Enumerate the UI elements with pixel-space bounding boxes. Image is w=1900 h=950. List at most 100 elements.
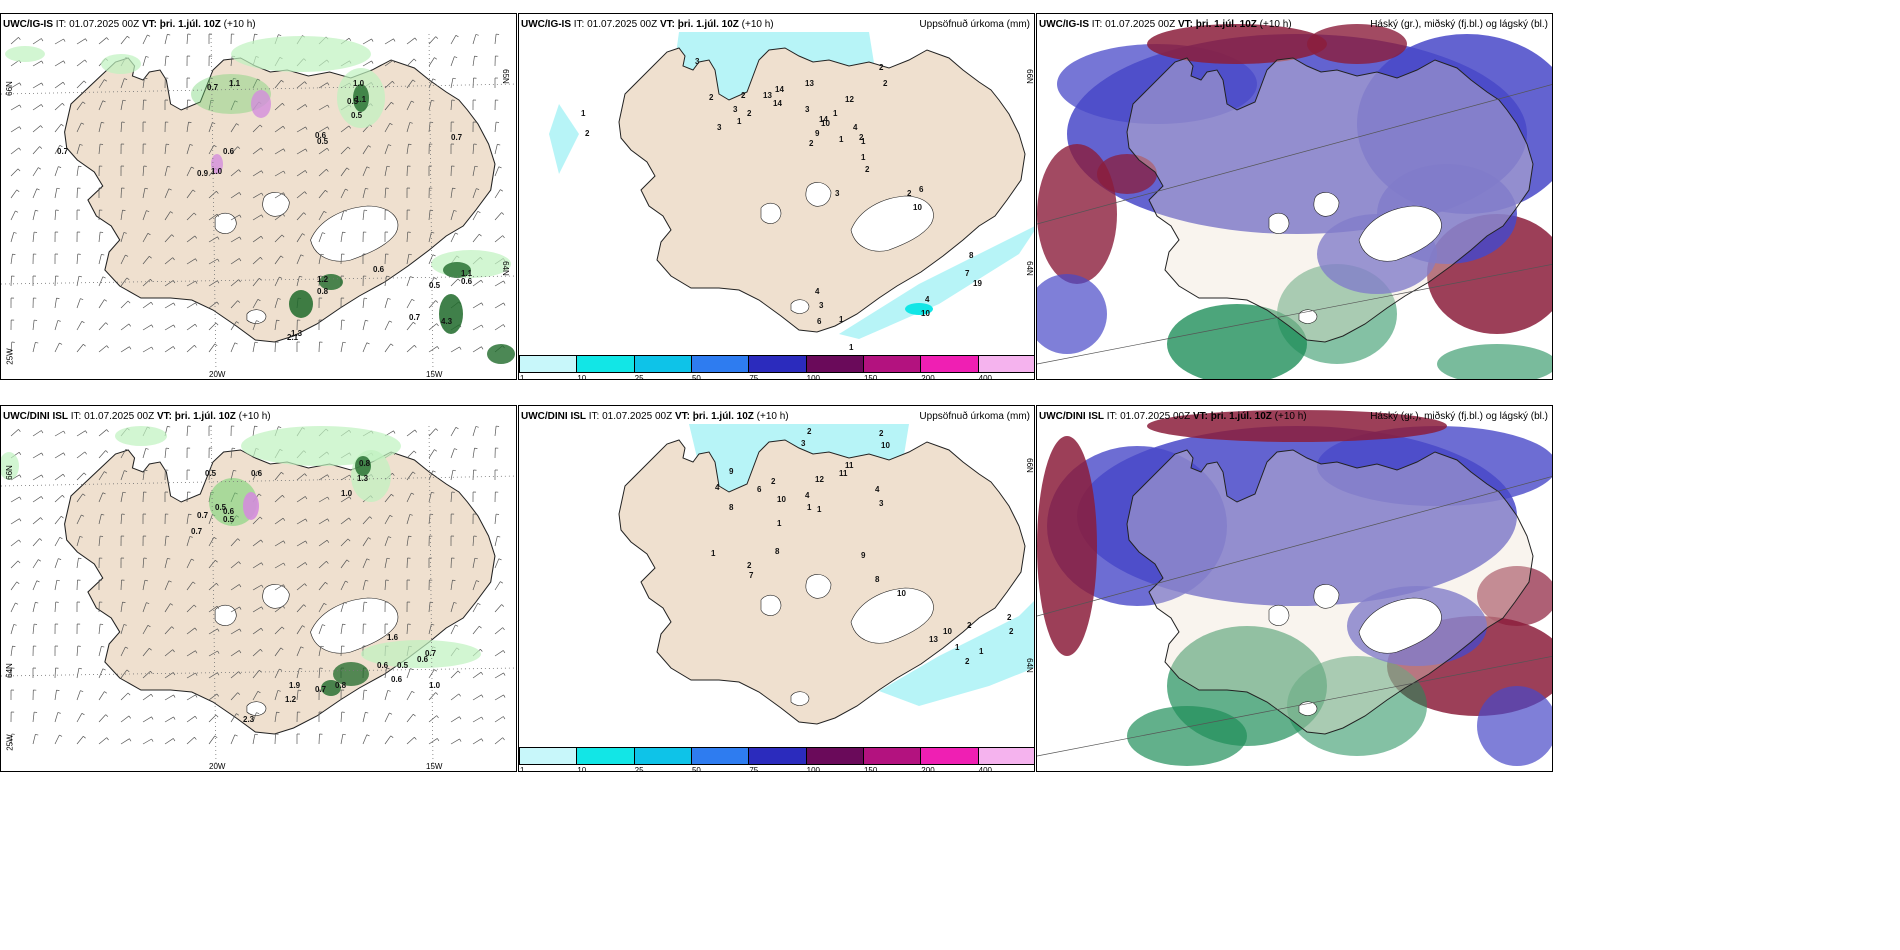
value-label: 6 (817, 317, 822, 326)
cloud-area (1147, 24, 1327, 64)
lat-label: 66N (4, 81, 14, 96)
legend-swatch: 100 (806, 748, 864, 771)
legend-swatch: 75 (749, 748, 807, 771)
legend-label: 75 (749, 374, 759, 380)
precip-area (289, 290, 313, 318)
value-label: 2 (747, 561, 752, 570)
value-label: 0.5 (205, 469, 217, 478)
legend-label: 1 (520, 374, 525, 380)
value-label: 0.5 (347, 97, 359, 106)
precip-field (5, 36, 515, 364)
value-label: 14 (773, 99, 782, 108)
value-label: 1.9 (289, 681, 301, 690)
value-label: 0.7 (207, 83, 219, 92)
legend-label: 10 (577, 766, 587, 772)
value-label: 1.6 (387, 633, 399, 642)
value-label: 8 (775, 547, 780, 556)
panel-field-title: Háský (gr.), miðský (fj.bl.) og lágský (… (1370, 19, 1548, 30)
cloud-area (1037, 436, 1097, 656)
legend-swatch: 1 (520, 748, 578, 771)
value-label: 7 (749, 571, 754, 580)
cloud-field (1037, 410, 1552, 766)
value-label: 0.6 (251, 469, 263, 478)
legend-swatch: 400 (978, 748, 1034, 771)
glacier (850, 195, 934, 252)
lon-label: 15W (426, 370, 443, 379)
legend-label: 50 (691, 766, 701, 772)
legend-swatch: 1 (520, 356, 578, 379)
value-label: 3 (801, 439, 806, 448)
value-label: 4 (805, 491, 810, 500)
value-label: 1.3 (291, 329, 303, 338)
precip-area (1, 452, 19, 480)
panel-title: UWC/DINI ISL IT: 01.07.2025 00Z VT: þri.… (1039, 411, 1307, 422)
value-label: 14 (819, 115, 828, 124)
glacier (850, 587, 934, 644)
iceland-cloud-map (1037, 14, 1552, 379)
precip-area (115, 426, 167, 446)
precip-area (439, 294, 463, 334)
panel-title: UWC/IG-IS IT: 01.07.2025 00Z VT: þri. 1.… (1039, 19, 1292, 30)
value-label: 1.2 (285, 695, 297, 704)
lat-label: 66N (1024, 69, 1034, 84)
legend-label: 150 (863, 766, 878, 772)
precip-area (243, 492, 259, 520)
precip-area (487, 344, 515, 364)
value-label: 0.7 (57, 147, 69, 156)
value-label: 13 (805, 79, 814, 88)
value-label: 0.5 (317, 137, 329, 146)
graticule (1, 33, 516, 375)
cloud-area (1357, 34, 1552, 214)
value-label: 1 (737, 117, 742, 126)
value-label: 0.8 (317, 287, 329, 296)
value-label: 12 (845, 95, 854, 104)
precip-legend: 1 10 25 50 75 100 150 200 400 (519, 747, 1034, 771)
value-label: 0.7 (315, 685, 327, 694)
cloud-area (1477, 686, 1552, 766)
legend-swatch: 200 (921, 356, 979, 379)
value-label: 0.7 (425, 649, 437, 658)
cloud-area (1307, 24, 1407, 64)
legend-swatch: 150 (863, 748, 922, 771)
accum-area (879, 601, 1034, 706)
legend-swatch: 150 (863, 356, 922, 379)
legend-swatch: 100 (806, 356, 864, 379)
graticule (1, 425, 516, 767)
cloud-area (1437, 344, 1552, 379)
legend-label: 400 (978, 766, 992, 772)
border-line (1037, 476, 1552, 617)
value-label: 0.6 (373, 265, 385, 274)
value-label: 11 (839, 469, 848, 478)
value-label: 2 (965, 657, 970, 666)
value-label: 1 (777, 519, 782, 528)
value-label: 0.6 (315, 131, 327, 140)
legend-swatch: 50 (691, 356, 750, 379)
lat-label: 66N (4, 465, 14, 480)
value-label: 3 (733, 105, 738, 114)
value-label: 7 (965, 269, 970, 278)
value-label: 0.6 (391, 675, 403, 684)
value-label: 14 (775, 85, 784, 94)
cloud-area (1127, 706, 1247, 766)
value-label: 2 (709, 93, 714, 102)
value-label: 0.6 (377, 661, 389, 670)
cloud-area (1167, 304, 1307, 379)
cloud-area (1317, 426, 1552, 506)
panel-title: UWC/DINI ISL IT: 01.07.2025 00Z VT: þri.… (3, 411, 271, 422)
wind-barbs (10, 33, 506, 353)
map-panel-top-middle: UWC/IG-IS IT: 01.07.2025 00Z VT: þri. 1.… (518, 13, 1035, 380)
value-label: 1 (807, 503, 812, 512)
value-label: 12 (815, 475, 824, 484)
glacier (246, 701, 267, 716)
value-label: 0.7 (451, 133, 463, 142)
legend-label: 150 (863, 374, 878, 380)
value-label: 2 (907, 189, 912, 198)
precip-area (231, 36, 371, 72)
precip-area (101, 54, 141, 74)
legend-swatch: 10 (577, 748, 635, 771)
legend-label: 50 (691, 374, 701, 380)
value-label: 2 (879, 429, 884, 438)
precip-field (1, 426, 481, 696)
glacier (1298, 701, 1318, 716)
